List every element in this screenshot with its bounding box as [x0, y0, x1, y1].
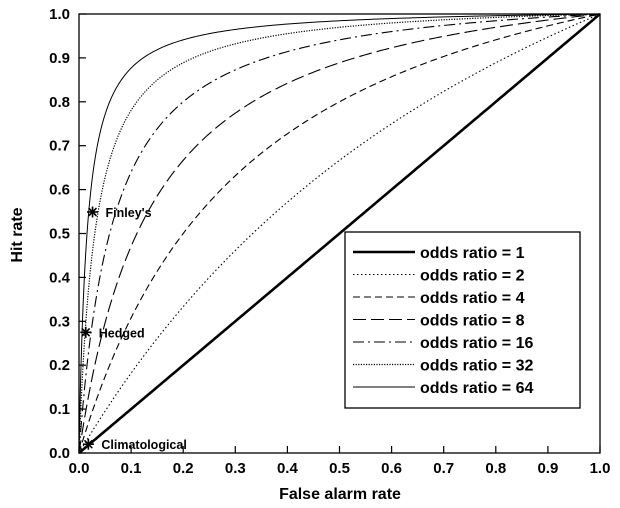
point-marker-finleys [87, 206, 99, 218]
x-tick-label: 0.4 [277, 460, 299, 477]
series-line-odds-4 [78, 13, 601, 454]
legend-box [344, 231, 581, 409]
y-tick-label: 0.6 [49, 182, 70, 199]
y-tick-label: 0.0 [49, 445, 70, 462]
y-tick-label: 1.0 [49, 6, 70, 23]
x-tick-label: 0.7 [433, 460, 454, 477]
series-line-odds-16 [78, 13, 601, 454]
x-tick-label: 0.5 [329, 460, 350, 477]
point-label: Climatological [101, 438, 186, 452]
point-label: Hedged [99, 326, 145, 340]
legend: odds ratio = 1 odds ratio = 2 odds ratio =… [344, 231, 581, 409]
y-tick-label: 0.7 [49, 138, 70, 155]
y-tick-label: 0.5 [49, 226, 70, 243]
x-axis-title: False alarm rate [279, 486, 401, 503]
point-label: Finley's [106, 206, 152, 220]
x-tick-label: 0.6 [381, 460, 402, 477]
legend-label: odds ratio = 2 [420, 268, 525, 285]
series-line-odds-8 [78, 13, 601, 454]
y-tick-label: 0.9 [49, 50, 70, 67]
legend-label: odds ratio = 4 [420, 290, 525, 307]
y-tick-label: 0.8 [49, 94, 70, 111]
legend-label: odds ratio = 32 [420, 358, 533, 375]
legend-label: odds ratio = 8 [420, 313, 525, 330]
x-tick-label: 0.2 [173, 460, 194, 477]
x-tick-label: 1.0 [590, 460, 611, 477]
y-tick-label: 0.1 [49, 401, 70, 418]
annotated-points: Finley's Hedged Climatological [80, 206, 187, 452]
y-axis: 0.0 0.1 0.2 0.3 0.4 0.5 0.6 0.7 0.8 0.9 1.0 [49, 6, 86, 462]
legend-label: odds ratio = 16 [420, 335, 533, 352]
point-marker-hedged [80, 326, 92, 338]
y-tick-label: 0.3 [49, 313, 70, 330]
y-tick-label: 0.2 [49, 357, 70, 374]
x-tick-label: 0.9 [537, 460, 558, 477]
x-tick-label: 0.0 [69, 460, 90, 477]
point-marker-climatological [82, 438, 94, 450]
series-line-odds-2 [78, 13, 601, 454]
x-tick-label: 0.8 [485, 460, 506, 477]
x-tick-label: 0.3 [225, 460, 246, 477]
y-axis-title: Hit rate [9, 207, 26, 262]
y-tick-label: 0.4 [49, 269, 71, 286]
x-axis: 0.0 0.1 0.2 0.3 0.4 0.5 0.6 0.7 0.8 0.9 1.0 [69, 446, 611, 477]
x-tick-label: 0.1 [121, 460, 142, 477]
legend-label: odds ratio = 1 [420, 245, 525, 262]
legend-label: odds ratio = 64 [420, 380, 533, 397]
